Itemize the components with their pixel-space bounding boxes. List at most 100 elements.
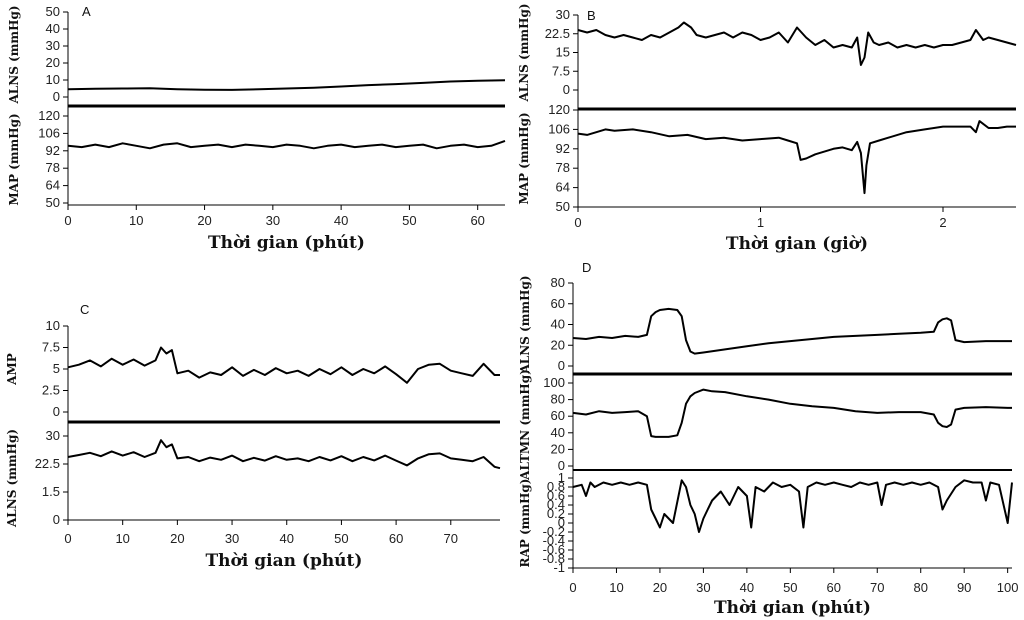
x-tick-label: 0 [574, 215, 581, 230]
x-tick-label: 30 [266, 213, 280, 228]
x-tick-label: 2 [939, 215, 946, 230]
y-tick-label: 10 [46, 318, 60, 333]
y-tick-label: 20 [46, 55, 60, 70]
y-axis-label: AMP [5, 353, 19, 386]
y-axis-label: ALNS (mmHg) [517, 3, 531, 102]
y-tick-label: 5 [53, 361, 60, 376]
y-tick-label: 30 [556, 7, 570, 22]
y-tick-label: 0 [558, 458, 565, 473]
y-tick-label: -0.8 [543, 551, 565, 566]
y-tick-label: 1.5 [42, 484, 60, 499]
x-axis-label: Thời gian (phút) [714, 598, 871, 618]
x-tick-label: 40 [279, 531, 293, 546]
y-tick-label: 20 [551, 441, 565, 456]
y-tick-label: 22.5 [35, 456, 60, 471]
x-tick-label: 70 [444, 531, 458, 546]
y-tick-label: 40 [551, 317, 565, 332]
series-line [572, 307, 1012, 355]
y-tick-label: 0 [53, 512, 60, 527]
y-tick-label: 7.5 [552, 63, 570, 78]
x-tick-label: 30 [225, 531, 239, 546]
y-tick-label: 0 [53, 89, 60, 104]
x-tick-label: 70 [870, 580, 884, 595]
y-tick-label: -0.2 [543, 524, 565, 539]
panel-label: D [582, 260, 591, 275]
x-tick-label: 60 [470, 213, 484, 228]
y-tick-label: 0.2 [547, 506, 565, 521]
y-axis-label: ALNS (mmHg) [518, 275, 532, 374]
x-tick-label: 0 [64, 531, 71, 546]
y-tick-label: 50 [556, 199, 570, 214]
y-axis-label: MAP (mmHg) [517, 112, 531, 204]
y-tick-label: 0.6 [547, 488, 565, 503]
y-tick-label: 20 [551, 337, 565, 352]
x-tick-label: 10 [609, 580, 623, 595]
x-tick-label: 0 [569, 580, 576, 595]
x-tick-label: 50 [334, 531, 348, 546]
y-axis-label: ALNS (mmHg) [5, 429, 19, 528]
x-axis-label: Thời gian (giờ) [726, 234, 868, 254]
x-tick-label: 40 [334, 213, 348, 228]
y-tick-label: 100 [543, 375, 565, 390]
x-axis-label: Thời gian (phút) [208, 233, 365, 253]
series-line [577, 120, 1016, 195]
y-tick-label: 106 [548, 121, 570, 136]
series-line [67, 439, 501, 470]
y-tick-label: 78 [46, 160, 60, 175]
x-tick-label: 80 [913, 580, 927, 595]
series-line [67, 346, 500, 384]
panel-C: C 0 10 20 30 40 50 60 70 Thời gian (phút) 0 2.5 5 7.5… [5, 302, 501, 571]
x-tick-label: 0 [64, 213, 71, 228]
y-tick-label: 2.5 [42, 383, 60, 398]
y-tick-label: 80 [551, 392, 565, 407]
y-tick-label: 92 [556, 141, 570, 156]
y-tick-label: 120 [548, 102, 570, 117]
series-line [67, 79, 506, 91]
x-tick-label: 40 [740, 580, 754, 595]
y-tick-label: 22.5 [545, 26, 570, 41]
y-tick-label: 50 [46, 195, 60, 210]
y-tick-label: 60 [551, 296, 565, 311]
x-tick-label: 10 [115, 531, 129, 546]
x-tick-label: 90 [957, 580, 971, 595]
y-tick-label: 78 [556, 160, 570, 175]
y-tick-label: 92 [46, 143, 60, 158]
x-tick-label: 100 [997, 580, 1019, 595]
series-line [67, 139, 506, 150]
panel-label: C [80, 302, 89, 317]
x-tick-label: 20 [170, 531, 184, 546]
x-axis-label: Thời gian (phút) [206, 551, 363, 571]
y-tick-label: 64 [556, 180, 570, 195]
y-tick-label: 0 [558, 515, 565, 530]
y-axis-label: ALNS (mmHg) [7, 5, 21, 104]
x-tick-label: 50 [783, 580, 797, 595]
panel-B: B 0 1 2 Thời gian (giờ) 0 7.5 15 22.5 30 ALNS (mmH… [517, 3, 1017, 254]
y-tick-label: 30 [46, 38, 60, 53]
y-tick-label: 40 [46, 21, 60, 36]
y-tick-label: -1 [553, 560, 565, 575]
y-tick-label: 0 [558, 358, 565, 373]
y-axis-label: MAP (mmHg) [7, 113, 21, 205]
x-tick-label: 50 [402, 213, 416, 228]
x-tick-label: 20 [653, 580, 667, 595]
x-tick-label: 60 [827, 580, 841, 595]
x-tick-label: 20 [197, 213, 211, 228]
y-tick-label: 0.8 [547, 479, 565, 494]
y-tick-label: 7.5 [42, 340, 60, 355]
y-tick-label: 120 [38, 108, 60, 123]
y-tick-label: 0.4 [547, 497, 565, 512]
panel-label: A [82, 4, 91, 19]
panel-A: A 0 10 20 30 40 50 60 Thời gian (phút) 0 10 20 30 40 5… [7, 4, 506, 253]
y-tick-label: -0.4 [543, 533, 565, 548]
y-tick-label: 0 [563, 82, 570, 97]
y-tick-label: 40 [551, 425, 565, 440]
y-axis-label: ALTMN (mmHg) [518, 369, 532, 481]
y-tick-label: 1 [558, 470, 565, 485]
series-line [572, 479, 1013, 533]
y-tick-label: 10 [46, 72, 60, 87]
y-tick-label: -0.6 [543, 542, 565, 557]
x-tick-label: 1 [757, 215, 764, 230]
y-tick-label: 80 [551, 275, 565, 290]
